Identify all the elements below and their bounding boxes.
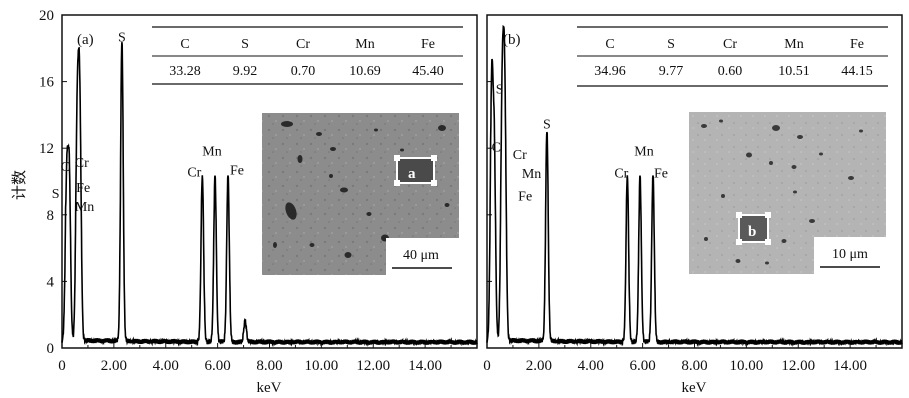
peak-label: C: [492, 141, 501, 156]
x-tick-label: 10.00: [305, 358, 339, 374]
panel-b-x-axis: 0 2.00 4.00 6.00 8.00 10.00 12.00 14.00: [483, 343, 877, 374]
table-value-cr: 0.60: [718, 64, 743, 79]
panel-a-sem-inset: a 40 μm: [262, 113, 459, 275]
peak-label: Fe: [230, 164, 244, 179]
sem-scalebar-bg-b: [814, 237, 886, 274]
sem-marker-handle: [394, 155, 400, 161]
peak-label: S: [52, 187, 60, 202]
table-header-fe: Fe: [850, 37, 864, 52]
panel-a-y-axis: 0 4 8 12 16 20: [39, 8, 67, 357]
x-tick-label: 8.00: [681, 358, 707, 374]
peak-label: Fe: [76, 181, 90, 196]
sem-scalebar-text-a: 40 μm: [403, 248, 439, 263]
x-tick-label: 12.00: [356, 358, 390, 374]
sem-scalebar-bg-a: [386, 238, 459, 275]
x-tick-label: 12.00: [781, 358, 815, 374]
table-value-c: 34.96: [594, 64, 626, 79]
table-value-s: 9.77: [659, 64, 684, 79]
peak-label: S: [496, 82, 504, 97]
y-tick-label: 12: [39, 141, 54, 157]
sem-marker-letter-b: b: [748, 224, 756, 240]
y-tick-label: 0: [47, 341, 55, 357]
peak-label: S: [543, 118, 551, 133]
peak-label: Fe: [654, 167, 668, 182]
y-tick-label: 4: [47, 274, 55, 290]
peak-label: Cr: [614, 167, 628, 182]
x-tick-label: 10.00: [730, 358, 764, 374]
peak-label: Cr: [75, 156, 89, 171]
x-tick-label: 2.00: [526, 358, 552, 374]
table-header-fe: Fe: [421, 37, 435, 52]
table-value-mn: 10.51: [778, 64, 810, 79]
x-tick-label: 6.00: [205, 358, 231, 374]
panel-a-composition-table: C S Cr Mn Fe 33.28 9.92 0.70 10.69 45.40: [152, 26, 463, 85]
peak-label: C: [61, 160, 70, 175]
peak-label: Cr: [513, 148, 527, 163]
table-value-s: 9.92: [233, 64, 258, 79]
sem-marker-handle: [736, 239, 742, 245]
y-tick-label: 20: [39, 8, 54, 24]
table-header-c: C: [180, 37, 189, 52]
table-value-c: 33.28: [169, 64, 201, 79]
table-header-s: S: [241, 37, 249, 52]
y-tick-label: 8: [47, 208, 55, 224]
panel-a-y-axis-label: 计数: [11, 170, 28, 200]
sem-marker-handle: [765, 239, 771, 245]
x-tick-label: 2.00: [101, 358, 127, 374]
peak-label: Mn: [75, 200, 94, 215]
table-header-cr: Cr: [723, 37, 737, 52]
panel-b-x-axis-label: keV: [682, 380, 707, 396]
x-tick-label: 4.00: [153, 358, 179, 374]
panel-a: 0 4 8 12 16 20 0 2.00 4.00 6.00 8.00 10.00 12.00 14.…: [11, 8, 478, 396]
table-value-fe: 45.40: [412, 64, 444, 79]
panel-a-spectrum-line: [61, 42, 478, 347]
table-value-fe: 44.15: [841, 64, 873, 79]
x-tick-label: 14.00: [408, 358, 442, 374]
panel-a-label: (a): [77, 32, 94, 48]
x-tick-label: 4.00: [578, 358, 604, 374]
panel-b-label: (b): [503, 32, 521, 48]
x-tick-label: 0: [483, 358, 491, 374]
sem-scalebar-text-b: 10 μm: [832, 247, 868, 262]
table-header-mn: Mn: [355, 37, 374, 52]
panel-b-spectrum-line: [486, 25, 903, 347]
peak-label: Mn: [202, 145, 221, 160]
peak-label: Fe: [518, 189, 532, 204]
y-tick-label: 16: [39, 75, 55, 91]
panel-b-sem-inset: b 10 μm: [689, 112, 886, 274]
sem-marker-handle: [431, 155, 437, 161]
sem-inclusions-b: [701, 119, 863, 265]
table-header-s: S: [667, 37, 675, 52]
panel-b-composition-table: C S Cr Mn Fe 34.96 9.77 0.60 10.51 44.15: [577, 26, 888, 87]
sem-marker-box-b: [738, 214, 769, 243]
panel-a-x-axis-label: keV: [257, 380, 282, 396]
peak-label: S: [118, 31, 126, 46]
sem-marker-box-a: [396, 157, 435, 184]
peak-label: Cr: [187, 166, 201, 181]
panel-b: 0 2.00 4.00 6.00 8.00 10.00 12.00 14.00 keV (b)…: [483, 14, 903, 396]
peak-label: Mn: [522, 167, 541, 182]
table-value-mn: 10.69: [349, 64, 381, 79]
x-tick-label: 8.00: [256, 358, 282, 374]
sem-marker-handle: [736, 212, 742, 218]
peak-label: Mn: [634, 145, 653, 160]
table-header-cr: Cr: [296, 37, 310, 52]
table-value-cr: 0.70: [291, 64, 316, 79]
sem-marker-letter-a: a: [408, 166, 416, 182]
x-tick-label: 14.00: [833, 358, 867, 374]
sem-marker-handle: [431, 180, 437, 186]
x-tick-label: 0: [58, 358, 66, 374]
sem-marker-handle: [765, 212, 771, 218]
table-header-mn: Mn: [784, 37, 803, 52]
sem-marker-handle: [394, 180, 400, 186]
x-tick-label: 6.00: [630, 358, 656, 374]
table-header-c: C: [605, 37, 614, 52]
